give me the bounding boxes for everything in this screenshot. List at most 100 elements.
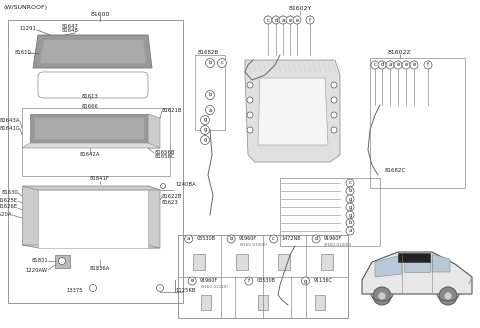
Bar <box>22 108 170 176</box>
Text: 81682C: 81682C <box>385 168 406 173</box>
Circle shape <box>185 235 192 243</box>
Text: d: d <box>274 17 278 23</box>
Text: g: g <box>348 213 352 217</box>
Text: f: f <box>427 63 429 68</box>
Circle shape <box>346 211 354 219</box>
Circle shape <box>201 135 209 145</box>
Circle shape <box>439 287 457 305</box>
Bar <box>321 254 333 270</box>
Bar <box>38 190 148 248</box>
Polygon shape <box>35 118 144 139</box>
Text: 11291: 11291 <box>19 27 36 31</box>
Bar <box>8 20 183 303</box>
Polygon shape <box>245 60 340 162</box>
Circle shape <box>205 58 215 68</box>
Text: a: a <box>388 63 392 68</box>
Circle shape <box>386 61 394 69</box>
Text: c: c <box>373 63 376 68</box>
Text: 81648: 81648 <box>62 29 79 33</box>
Circle shape <box>346 203 354 211</box>
Polygon shape <box>55 255 70 268</box>
Polygon shape <box>432 254 450 272</box>
Polygon shape <box>22 143 160 148</box>
Text: (9160-01110): (9160-01110) <box>200 285 228 289</box>
Text: 81682B: 81682B <box>198 50 219 54</box>
Text: d: d <box>380 63 384 68</box>
Bar <box>178 235 348 318</box>
Polygon shape <box>22 245 160 248</box>
Text: 81666: 81666 <box>82 105 98 110</box>
Polygon shape <box>148 186 160 248</box>
Text: g: g <box>348 196 352 201</box>
Circle shape <box>201 115 209 125</box>
Circle shape <box>247 112 253 118</box>
Circle shape <box>331 82 337 88</box>
Text: 81622B: 81622B <box>162 194 182 198</box>
Text: b: b <box>208 92 212 97</box>
Circle shape <box>217 58 227 68</box>
Polygon shape <box>258 78 328 145</box>
Text: a: a <box>348 229 352 234</box>
Text: 03530B: 03530B <box>257 278 276 283</box>
Text: a: a <box>187 236 190 241</box>
Text: a: a <box>281 17 285 23</box>
Circle shape <box>247 97 253 103</box>
Text: b: b <box>348 220 352 226</box>
Circle shape <box>312 235 320 243</box>
Text: 81623: 81623 <box>162 200 179 206</box>
Text: 81656C: 81656C <box>155 154 176 159</box>
Polygon shape <box>22 186 160 190</box>
Circle shape <box>402 61 410 69</box>
Polygon shape <box>404 254 430 272</box>
Text: (W/SUNROOF): (W/SUNROOF) <box>3 5 47 10</box>
Polygon shape <box>33 35 152 68</box>
Text: f: f <box>248 278 250 283</box>
Bar <box>258 295 268 310</box>
Circle shape <box>378 292 386 300</box>
Text: 91960F: 91960F <box>200 278 218 283</box>
Text: 81831: 81831 <box>31 258 48 263</box>
Text: 81620A: 81620A <box>0 212 12 216</box>
Text: c: c <box>266 17 269 23</box>
Polygon shape <box>375 255 402 277</box>
Text: 81613: 81613 <box>82 93 98 98</box>
Text: e: e <box>295 17 299 23</box>
Text: 81656B: 81656B <box>155 150 176 154</box>
Text: 1220AW: 1220AW <box>26 268 48 273</box>
Bar <box>195 55 225 130</box>
Circle shape <box>306 16 314 24</box>
Circle shape <box>188 277 196 285</box>
Text: 81841F: 81841F <box>90 176 110 181</box>
Circle shape <box>264 16 272 24</box>
Circle shape <box>346 227 354 235</box>
Text: d: d <box>314 236 318 241</box>
Polygon shape <box>22 186 38 245</box>
Circle shape <box>346 179 354 187</box>
Circle shape <box>160 183 166 189</box>
Circle shape <box>424 61 432 69</box>
Text: 81621B: 81621B <box>162 108 182 113</box>
Text: 81642A: 81642A <box>80 152 100 156</box>
Circle shape <box>346 195 354 203</box>
Bar <box>315 295 324 310</box>
Circle shape <box>245 277 253 285</box>
Circle shape <box>270 235 277 243</box>
Text: 81643A: 81643A <box>0 117 20 122</box>
Circle shape <box>205 91 215 99</box>
Bar <box>201 295 211 310</box>
Text: (9160-02000): (9160-02000) <box>324 243 352 247</box>
Circle shape <box>394 61 402 69</box>
Circle shape <box>201 126 209 134</box>
Circle shape <box>205 106 215 114</box>
Text: 81641G: 81641G <box>0 126 20 131</box>
Text: g: g <box>204 137 207 142</box>
Text: 81836A: 81836A <box>90 265 110 271</box>
Text: 91136C: 91136C <box>313 278 332 283</box>
Polygon shape <box>148 114 160 148</box>
Text: 91960F: 91960F <box>324 236 342 241</box>
Text: 1240BA: 1240BA <box>175 181 196 187</box>
Circle shape <box>227 235 235 243</box>
Text: b: b <box>229 236 233 241</box>
Text: g: g <box>204 128 207 133</box>
Text: e: e <box>191 278 194 283</box>
